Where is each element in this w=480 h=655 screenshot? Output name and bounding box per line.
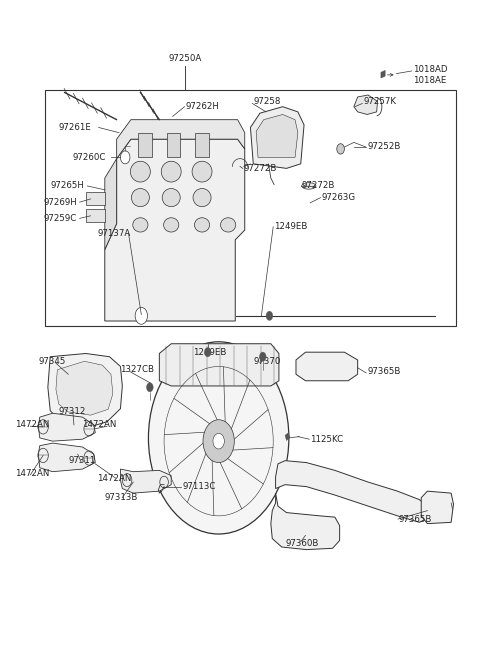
Text: 97272B: 97272B <box>244 164 277 173</box>
Text: 1472AN: 1472AN <box>96 474 131 483</box>
Text: 1472AN: 1472AN <box>83 421 117 430</box>
Text: 1249EB: 1249EB <box>274 222 308 231</box>
Ellipse shape <box>192 161 212 182</box>
Circle shape <box>146 383 153 392</box>
Polygon shape <box>105 159 117 250</box>
Circle shape <box>148 342 289 534</box>
Ellipse shape <box>132 189 149 207</box>
Bar <box>195 133 209 157</box>
Text: 97250A: 97250A <box>169 54 202 62</box>
Text: 97261E: 97261E <box>59 123 92 132</box>
Text: 97262H: 97262H <box>185 102 219 111</box>
Text: 1249EB: 1249EB <box>192 348 226 357</box>
Text: 1018AE: 1018AE <box>413 76 446 85</box>
Text: 97258: 97258 <box>253 97 281 106</box>
Text: 97311: 97311 <box>68 456 96 465</box>
Polygon shape <box>285 433 290 441</box>
Polygon shape <box>296 352 358 381</box>
Polygon shape <box>56 362 113 415</box>
Text: 97265H: 97265H <box>50 181 84 191</box>
Polygon shape <box>117 120 245 159</box>
Bar <box>167 133 180 157</box>
Polygon shape <box>105 139 245 321</box>
Text: 1018AD: 1018AD <box>413 65 448 73</box>
Polygon shape <box>38 413 96 441</box>
Text: 97313B: 97313B <box>105 493 138 502</box>
Text: 97137A: 97137A <box>97 229 131 238</box>
Text: 97259C: 97259C <box>43 214 76 223</box>
Ellipse shape <box>133 217 148 232</box>
Polygon shape <box>48 354 122 428</box>
Circle shape <box>204 348 211 357</box>
Text: 97272B: 97272B <box>301 181 335 191</box>
Text: 97113C: 97113C <box>182 482 216 491</box>
Ellipse shape <box>301 183 316 189</box>
Circle shape <box>135 307 147 324</box>
Ellipse shape <box>161 161 181 182</box>
Polygon shape <box>271 493 340 550</box>
Bar <box>138 133 152 157</box>
Ellipse shape <box>164 217 179 232</box>
Bar <box>46 90 456 326</box>
Text: 1472AN: 1472AN <box>14 469 49 478</box>
Text: 97365B: 97365B <box>399 515 432 523</box>
Ellipse shape <box>131 161 150 182</box>
Polygon shape <box>256 115 298 157</box>
Text: 97365B: 97365B <box>367 367 400 376</box>
Circle shape <box>266 311 273 320</box>
Polygon shape <box>276 460 430 522</box>
Polygon shape <box>38 443 96 472</box>
Polygon shape <box>86 193 105 206</box>
Circle shape <box>337 143 344 154</box>
Circle shape <box>213 434 224 449</box>
Text: 97370: 97370 <box>253 357 281 365</box>
Polygon shape <box>159 344 279 386</box>
Ellipse shape <box>194 217 210 232</box>
Text: 97345: 97345 <box>38 357 66 365</box>
Ellipse shape <box>162 189 180 207</box>
Text: 97312: 97312 <box>59 407 86 417</box>
Polygon shape <box>86 210 105 222</box>
Text: 97257K: 97257K <box>363 97 396 106</box>
Text: 97252B: 97252B <box>367 142 400 151</box>
Text: 97360B: 97360B <box>285 538 318 548</box>
Polygon shape <box>354 95 378 115</box>
Text: 97260C: 97260C <box>73 153 107 162</box>
Circle shape <box>260 352 266 362</box>
Text: 1472AN: 1472AN <box>14 421 49 430</box>
Text: 1327CB: 1327CB <box>120 365 155 374</box>
Circle shape <box>120 151 130 164</box>
Ellipse shape <box>193 189 211 207</box>
Polygon shape <box>381 70 385 78</box>
Ellipse shape <box>220 217 236 232</box>
Text: 97269H: 97269H <box>43 198 77 207</box>
Polygon shape <box>251 107 304 168</box>
Polygon shape <box>120 469 171 493</box>
Text: 97263G: 97263G <box>322 193 356 202</box>
Polygon shape <box>421 491 454 523</box>
Circle shape <box>203 420 234 462</box>
Text: 1125KC: 1125KC <box>310 435 343 443</box>
